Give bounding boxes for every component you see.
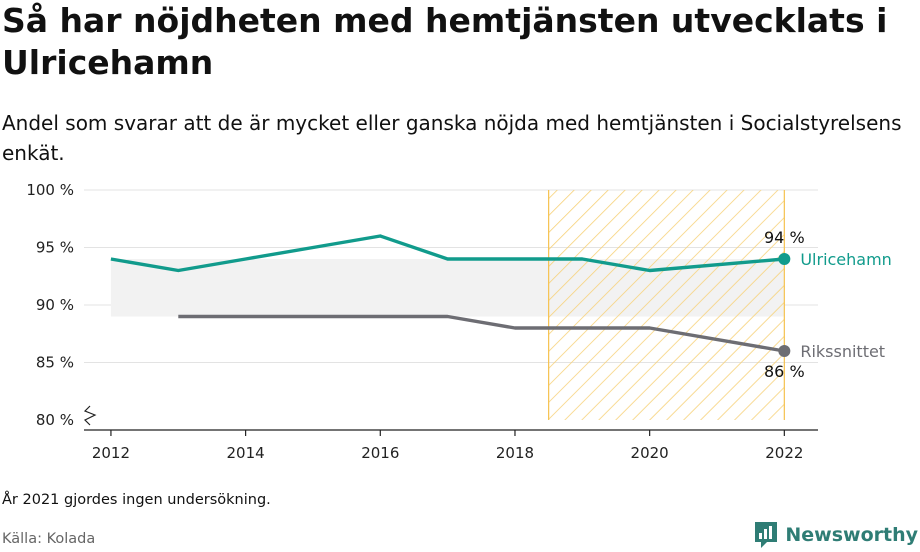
x-tick-label: 2020: [631, 444, 669, 462]
newsworthy-logo-icon: [755, 522, 778, 548]
chart-subtitle: Andel som svarar att de är mycket eller …: [2, 111, 902, 165]
footnote: År 2021 gjordes ingen undersökning.: [2, 492, 271, 508]
series-name-label: Rikssnittet: [800, 342, 885, 361]
series-line-ulricehamn: [110, 234, 785, 273]
value-label: 86 %: [764, 362, 805, 381]
x-tick-label: 2016: [361, 444, 399, 462]
end-point: [778, 345, 791, 357]
x-axis: 2012 2014 2016 2018 2020 2022: [84, 429, 818, 462]
chart-title: Så har nöjdheten med hemtjänsten utveckl…: [2, 1, 888, 82]
y-tick-label: 100 %: [26, 181, 74, 199]
highlight-region: [548, 190, 785, 420]
y-tick-label: 80 %: [36, 411, 74, 429]
x-tick-label: 2018: [496, 444, 534, 462]
y-tick-label: 95 %: [36, 239, 74, 257]
x-tick-label: 2022: [765, 444, 803, 462]
line-chart: 2012 2014 2016 2018 2020 2022 100 % 95 % 90 % 85…: [26, 181, 892, 462]
x-tick-label: 2012: [92, 444, 130, 462]
series-name-label: Ulricehamn: [800, 250, 892, 269]
end-point: [778, 253, 791, 265]
y-tick-label: 90 %: [36, 296, 74, 314]
brand-logo: Newsworthy: [753, 518, 918, 552]
y-axis: 100 % 95 % 90 % 85 % 80 %: [26, 181, 97, 429]
brand-name: Newsworthy: [785, 524, 918, 546]
value-label: 94 %: [764, 228, 805, 247]
series-line-rikssnittet: [178, 314, 785, 353]
source-note: Källa: Kolada: [2, 531, 96, 547]
series-lines: [110, 234, 791, 357]
x-tick-label: 2014: [227, 444, 265, 462]
axis-break-icon: [83, 405, 97, 426]
y-tick-label: 85 %: [36, 354, 74, 372]
highlight-hatch: [548, 190, 785, 420]
